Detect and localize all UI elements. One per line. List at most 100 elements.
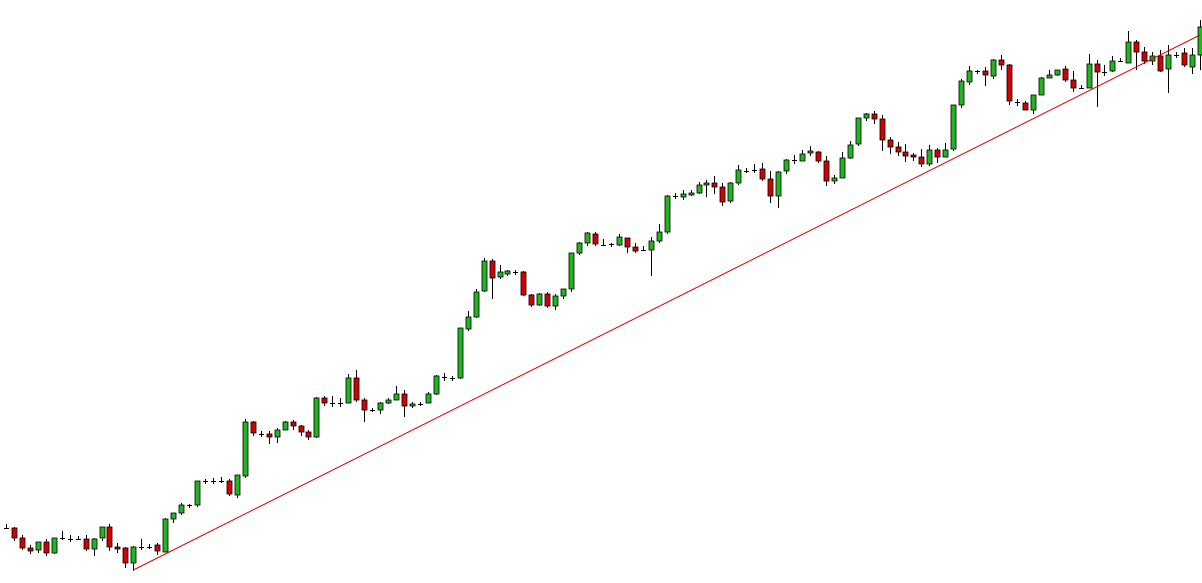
candle-body-down	[759, 168, 766, 180]
candle	[194, 480, 201, 507]
candle-body-up	[99, 526, 106, 539]
candle-body-down	[902, 151, 909, 157]
candle	[1022, 101, 1029, 111]
candle	[688, 190, 695, 196]
candle	[170, 512, 177, 523]
candle-body-up	[735, 169, 742, 184]
candle	[433, 375, 440, 395]
candle-body-down	[266, 433, 273, 438]
candle	[489, 259, 496, 299]
candle-body-up	[990, 59, 997, 77]
candle	[409, 402, 416, 408]
candle	[673, 193, 678, 199]
candle	[719, 183, 726, 206]
candle-body-up	[536, 293, 543, 306]
candle	[902, 144, 909, 162]
candle-body-up	[1054, 69, 1061, 76]
candle-body-down	[122, 547, 129, 564]
candle	[680, 190, 687, 200]
candle	[377, 402, 384, 414]
candle	[1189, 48, 1196, 74]
candle	[950, 104, 957, 151]
candle-body-up	[775, 171, 782, 197]
candle	[934, 148, 941, 163]
candle-body-down	[871, 113, 878, 120]
candle	[345, 374, 352, 404]
candle-body-down	[19, 537, 26, 549]
candle	[99, 526, 106, 541]
candle-body-up	[465, 316, 472, 330]
candle	[27, 545, 34, 554]
candle	[918, 149, 925, 167]
candle	[1165, 45, 1172, 93]
candle	[887, 137, 894, 154]
candle	[290, 420, 297, 430]
candle-body-up	[51, 537, 58, 554]
candle-body-down	[290, 421, 297, 427]
candle	[425, 392, 432, 404]
candle	[823, 156, 830, 186]
candle-body-down	[934, 149, 941, 158]
candle-body-down	[1006, 64, 1013, 102]
candle	[321, 396, 328, 406]
candle-body-down	[910, 154, 917, 158]
candle	[1157, 50, 1164, 72]
candle-body-down	[632, 246, 639, 252]
candle	[942, 143, 949, 158]
candle-body-down	[250, 421, 257, 434]
candle	[863, 113, 870, 121]
candle-body-down	[1181, 52, 1188, 66]
candle-body-up	[1125, 41, 1132, 64]
candle-body-up	[584, 232, 591, 244]
candle-body-up	[481, 260, 488, 292]
candle-body-up	[457, 327, 464, 379]
candle	[767, 171, 774, 203]
trendline[interactable]	[133, 34, 1201, 571]
candle-body-down	[1094, 63, 1101, 73]
candle	[632, 243, 639, 253]
candle	[203, 479, 208, 484]
candle-body-down	[879, 118, 886, 141]
candle	[450, 376, 455, 381]
candle-body-up	[560, 288, 567, 297]
candle-body-up	[958, 80, 965, 106]
candle-body-down	[815, 151, 822, 162]
candle	[576, 242, 583, 255]
candle	[727, 182, 734, 203]
candle	[178, 503, 185, 515]
candle	[895, 142, 902, 156]
candle-body-down	[298, 425, 305, 433]
candle	[584, 232, 591, 246]
candle-body-up	[130, 546, 137, 564]
candle	[473, 289, 480, 318]
candle	[528, 294, 535, 307]
candle-body-down	[767, 178, 774, 197]
candle-body-up	[847, 144, 854, 159]
candle	[242, 419, 249, 478]
candle-body-up	[178, 504, 185, 514]
candle	[975, 70, 980, 74]
candle	[76, 536, 81, 540]
candle	[568, 252, 575, 292]
candle	[313, 397, 320, 438]
candle-body-up	[473, 291, 480, 318]
candle-body-up	[194, 480, 201, 506]
candle-body-down	[114, 546, 121, 550]
candle	[1181, 48, 1188, 67]
candle-body-up	[799, 153, 806, 162]
candle	[130, 546, 137, 571]
candle-body-up	[1197, 26, 1202, 56]
candle-body-down	[154, 544, 161, 552]
candle	[807, 146, 814, 156]
candle	[147, 544, 152, 549]
candle-body-down	[27, 547, 34, 552]
candle-body-up	[234, 474, 241, 496]
candle-body-down	[401, 393, 408, 407]
candle	[958, 79, 965, 108]
candle	[162, 518, 169, 553]
candle-body-up	[568, 252, 575, 290]
candle	[83, 535, 90, 551]
candle-body-up	[433, 375, 440, 395]
candle	[815, 151, 822, 163]
candle-body-down	[823, 160, 830, 182]
